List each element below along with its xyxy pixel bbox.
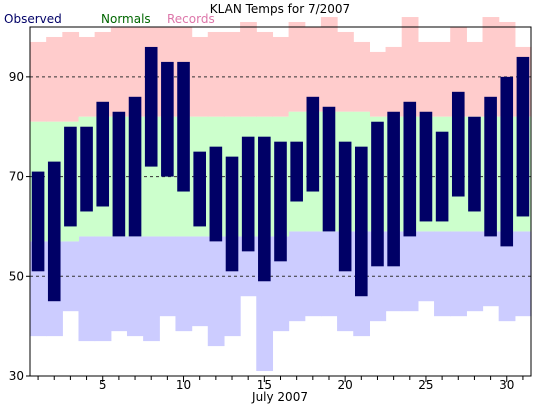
observed-bar bbox=[371, 121, 384, 267]
x-tick-label: 20 bbox=[338, 378, 353, 392]
records-low-bar bbox=[207, 236, 225, 347]
records-high-bar bbox=[304, 27, 322, 112]
observed-bar bbox=[435, 131, 449, 222]
records-low-bar bbox=[417, 231, 435, 302]
records-low-bar bbox=[320, 231, 338, 317]
observed-bar bbox=[209, 146, 223, 242]
records-high-bar bbox=[320, 17, 338, 112]
x-tick-label: 30 bbox=[499, 378, 514, 392]
observed-bar bbox=[403, 101, 417, 237]
records-bars bbox=[30, 17, 532, 372]
records-high-bar bbox=[240, 22, 257, 117]
records-low-bar bbox=[482, 231, 500, 307]
records-high-bar bbox=[337, 31, 354, 112]
records-high-bar bbox=[466, 41, 484, 117]
records-low-bar bbox=[110, 236, 128, 332]
records-high-bar bbox=[417, 41, 435, 117]
observed-bar bbox=[177, 61, 190, 192]
records-high-bar bbox=[94, 31, 112, 117]
observed-bar bbox=[128, 96, 142, 237]
records-high-bar bbox=[434, 41, 451, 117]
records-high-bar bbox=[207, 31, 225, 117]
records-high-bar bbox=[401, 17, 419, 117]
x-tick-label: 5 bbox=[99, 378, 107, 392]
records-low-bar bbox=[450, 231, 467, 317]
observed-bar bbox=[161, 61, 174, 177]
y-tick-label: 90 bbox=[9, 70, 24, 84]
axes: 30 50 70 90 5 10 15 20 25 30 bbox=[9, 26, 532, 392]
observed-bar bbox=[322, 106, 336, 232]
y-tick-label: 70 bbox=[9, 170, 24, 184]
records-high-bar bbox=[30, 41, 47, 122]
records-low-bar bbox=[94, 236, 112, 342]
records-low-bar bbox=[498, 231, 516, 322]
observed-bar bbox=[338, 141, 352, 272]
legend-observed: Observed bbox=[4, 12, 62, 26]
x-axis-label: July 2007 bbox=[251, 390, 308, 404]
observed-bar bbox=[306, 96, 320, 192]
legend-normals: Normals bbox=[101, 12, 151, 26]
observed-bar bbox=[112, 111, 126, 237]
records-high-bar bbox=[223, 31, 241, 117]
observed-bar bbox=[484, 96, 497, 237]
observed-bars bbox=[31, 46, 530, 302]
observed-bar bbox=[516, 56, 530, 217]
observed-bar bbox=[387, 111, 400, 267]
x-tick-label: 15 bbox=[257, 378, 272, 392]
y-tick-label: 50 bbox=[9, 269, 24, 283]
records-high-bar bbox=[110, 27, 128, 117]
observed-bar bbox=[500, 76, 514, 247]
records-low-bar bbox=[514, 231, 532, 317]
observed-bar bbox=[225, 156, 239, 272]
records-low-bar bbox=[466, 231, 484, 312]
x-tick-label: 10 bbox=[176, 378, 191, 392]
observed-bar bbox=[355, 146, 368, 297]
records-high-bar bbox=[369, 51, 387, 117]
observed-bar bbox=[419, 111, 433, 222]
records-low-bar bbox=[143, 236, 160, 342]
observed-bar bbox=[64, 126, 77, 227]
records-low-bar bbox=[191, 236, 209, 327]
observed-bar bbox=[451, 91, 465, 197]
observed-bar bbox=[290, 141, 303, 202]
observed-bar bbox=[31, 171, 45, 272]
observed-bar bbox=[468, 116, 481, 212]
observed-bar bbox=[144, 46, 158, 167]
legend-records: Records bbox=[167, 12, 215, 26]
records-high-bar bbox=[256, 31, 274, 117]
records-low-bar bbox=[159, 236, 177, 317]
records-low-bar bbox=[434, 231, 451, 317]
records-low-bar bbox=[126, 236, 144, 337]
records-high-bar bbox=[272, 36, 290, 117]
records-high-bar bbox=[46, 36, 63, 122]
observed-bar bbox=[274, 141, 287, 262]
records-low-bar bbox=[62, 241, 80, 312]
records-high-bar bbox=[385, 46, 403, 117]
observed-bar bbox=[47, 161, 61, 302]
observed-bar bbox=[193, 151, 206, 227]
records-high-bar bbox=[62, 31, 80, 122]
observed-bar bbox=[80, 126, 93, 212]
records-low-bar bbox=[401, 231, 419, 312]
records-low-bar bbox=[175, 236, 193, 332]
chart-title: KLAN Temps for 7/2007 bbox=[210, 2, 350, 16]
observed-bar bbox=[96, 101, 110, 207]
records-high-bar bbox=[126, 27, 144, 117]
records-low-bar bbox=[78, 236, 96, 342]
records-high-bar bbox=[482, 17, 500, 117]
records-low-bar bbox=[304, 231, 322, 317]
records-high-bar bbox=[288, 22, 306, 112]
x-tick-label: 25 bbox=[418, 378, 433, 392]
y-tick-label: 30 bbox=[9, 369, 24, 383]
observed-bar bbox=[258, 136, 271, 282]
observed-bar bbox=[241, 136, 255, 252]
